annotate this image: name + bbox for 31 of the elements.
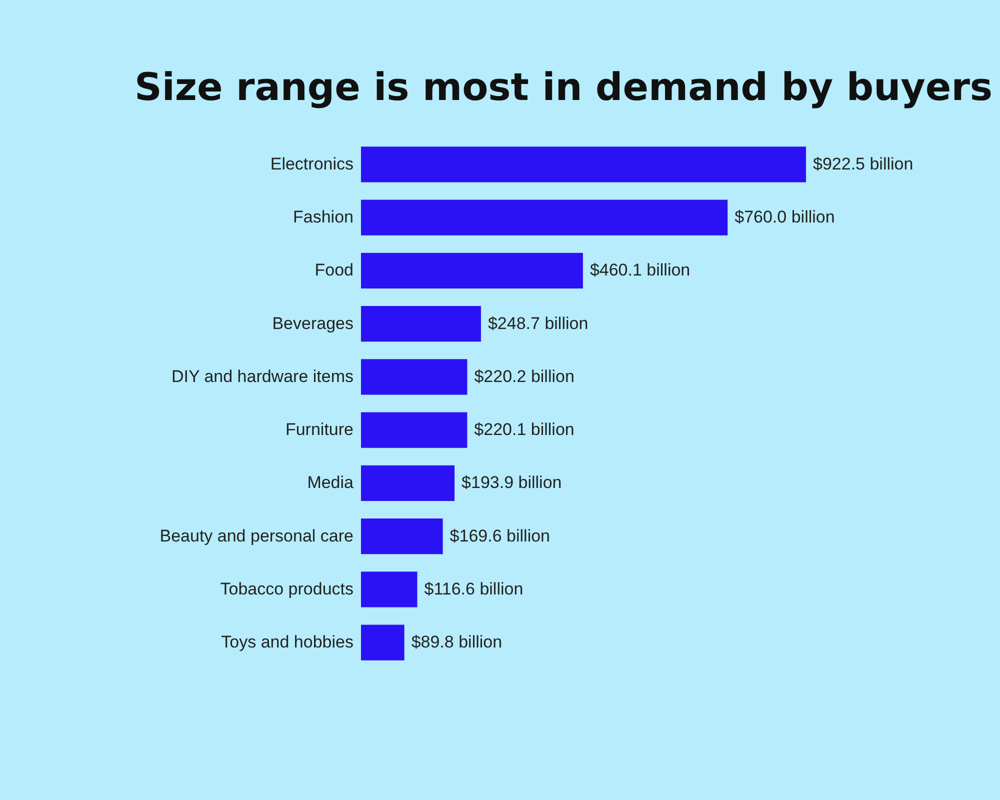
y-tick-label: Beverages (272, 314, 354, 333)
bar (361, 624, 404, 660)
bar (361, 252, 583, 288)
data-label: $220.2 billion (474, 366, 574, 386)
data-label: $922.5 billion (813, 154, 914, 174)
bar (361, 146, 806, 182)
data-label: $220.1 billion (474, 420, 574, 440)
data-label: $89.8 billion (411, 632, 502, 652)
y-tick-label: Tobacco products (220, 579, 354, 598)
y-tick-label: DIY and hardware items (171, 366, 354, 386)
data-label: $193.9 billion (462, 473, 562, 492)
data-label: $248.7 billion (488, 314, 588, 333)
bar (361, 359, 468, 395)
y-tick-label: Media (307, 473, 354, 492)
y-tick-label: Beauty and personal care (160, 526, 354, 546)
y-tick-label: Electronics (270, 154, 354, 174)
chart-title: Size range is most in demand by buyers (134, 65, 993, 109)
bar (361, 518, 443, 554)
bar (361, 200, 728, 236)
bar (361, 306, 481, 342)
y-tick-label: Food (314, 260, 354, 280)
data-label: $116.6 billion (424, 579, 524, 598)
bar (361, 572, 418, 608)
y-tick-label: Toys and hobbies (221, 632, 354, 652)
y-tick-label: Fashion (293, 208, 354, 227)
bar (361, 465, 455, 501)
bar (361, 412, 468, 448)
data-label: $460.1 billion (590, 260, 690, 280)
data-label: $760.0 billion (734, 208, 835, 227)
y-tick-label: Furniture (285, 420, 354, 440)
data-label: $169.6 billion (450, 526, 550, 546)
